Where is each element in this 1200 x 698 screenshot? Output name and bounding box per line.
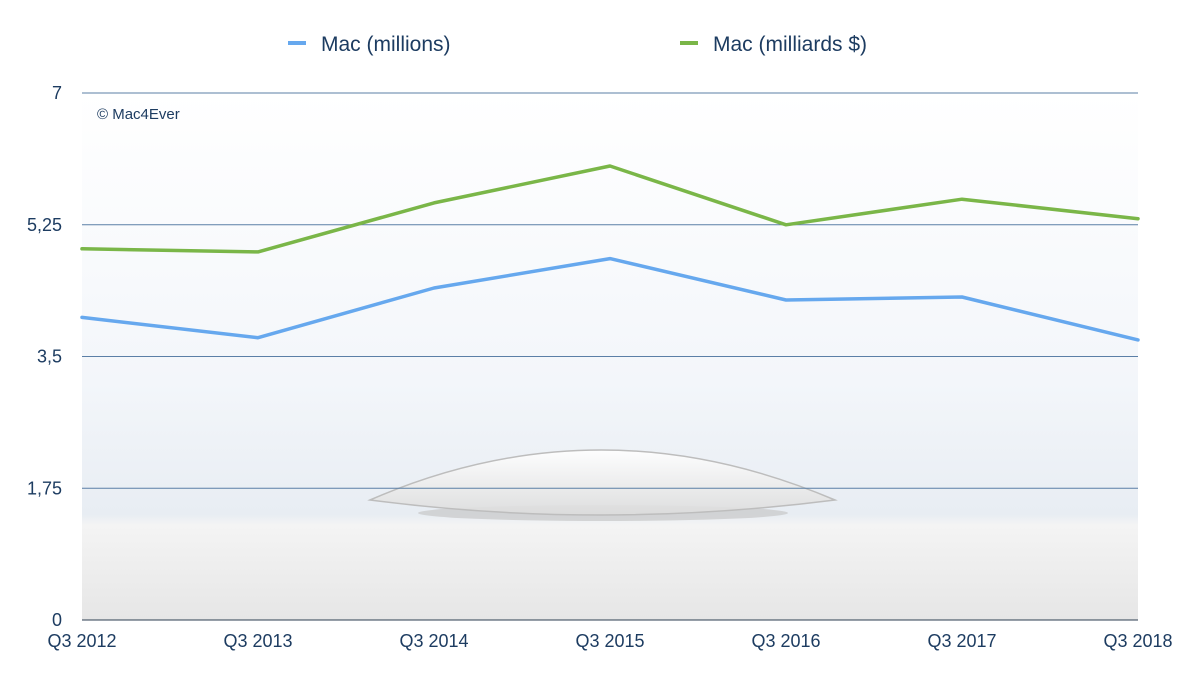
gridlines — [82, 92, 1138, 489]
series-lines — [80, 164, 1140, 342]
legend: Mac (millions) Mac (milliards $) — [288, 33, 867, 56]
x-tick-label: Q3 2016 — [751, 631, 820, 651]
background-mouse-image — [367, 449, 838, 521]
y-tick-label: 5,25 — [27, 215, 62, 235]
x-tick-label: Q3 2014 — [399, 631, 468, 651]
series-line-2 — [80, 164, 1140, 254]
x-axis-tick-labels: Q3 2012 Q3 2013 Q3 2014 Q3 2015 Q3 2016 Q3 20… — [47, 631, 1172, 651]
y-tick-label: 3,5 — [37, 347, 62, 367]
x-tick-label: Q3 2013 — [223, 631, 292, 651]
legend-label: Mac (milliards $) — [713, 33, 867, 56]
x-tick-label: Q3 2012 — [47, 631, 116, 651]
y-axis-tick-labels: 0 1,75 3,5 5,25 7 — [27, 83, 62, 630]
x-tick-label: Q3 2015 — [575, 631, 644, 651]
series-line-1 — [80, 256, 1140, 342]
y-tick-label: 7 — [52, 83, 62, 103]
y-tick-label: 1,75 — [27, 478, 62, 498]
x-tick-label: Q3 2018 — [1103, 631, 1172, 651]
y-tick-label: 0 — [52, 610, 62, 630]
legend-label: Mac (millions) — [321, 33, 451, 56]
watermark-text: © Mac4Ever — [97, 106, 180, 123]
x-tick-label: Q3 2017 — [927, 631, 996, 651]
